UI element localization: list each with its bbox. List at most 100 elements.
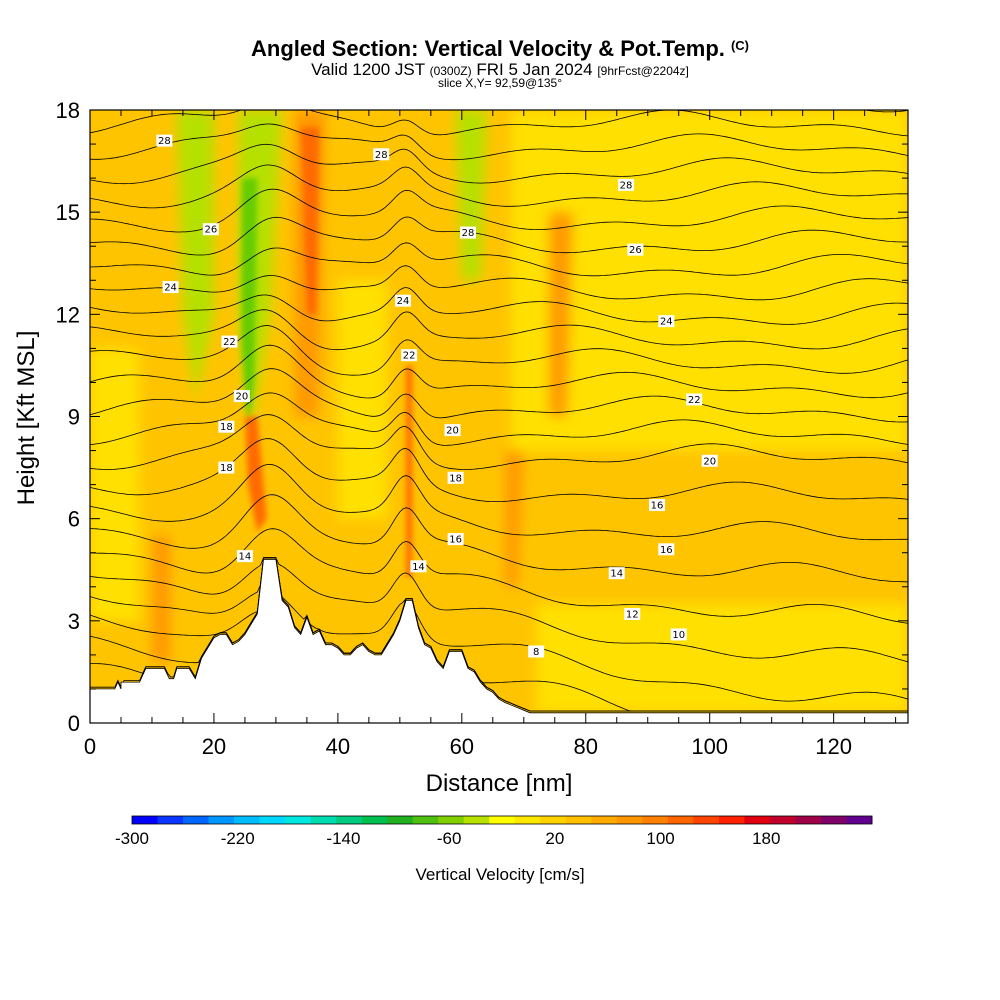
colorbar-swatch [387, 816, 414, 824]
contour-label: 20 [701, 454, 718, 467]
contour-label: 14 [236, 550, 253, 563]
contour-label-text: 24 [164, 283, 177, 294]
colorbar [131, 815, 873, 825]
contour-label-text: 12 [626, 610, 639, 621]
x-tick-label: 80 [574, 734, 598, 759]
contour-label-text: 24 [660, 317, 673, 328]
contour-label: 16 [658, 543, 675, 556]
x-tick-label: 120 [815, 734, 852, 759]
slice-info: slice X,Y= 92,59@135° [437, 76, 563, 90]
contour-label: 26 [202, 223, 219, 236]
isentrope-line [90, 287, 908, 325]
isentrope-line [90, 188, 908, 233]
isentrope-line [90, 110, 908, 137]
isentrope-line [90, 557, 908, 712]
y-axis-title: Height [Kft MSL] [13, 331, 40, 506]
axis-ticks [89, 109, 908, 724]
colorbar-tick-label: -220 [221, 829, 255, 848]
contour-label-text: 8 [533, 647, 539, 658]
contour-label: 28 [373, 148, 390, 161]
y-tick-labels: 0 3 6 9 12 15 18 [56, 98, 80, 736]
contour-label-text: 28 [158, 136, 171, 147]
x-tick-label: 40 [326, 734, 350, 759]
contour-label-text: 18 [449, 473, 462, 484]
forecast-info-text: [9hrFcst@2204z] [597, 64, 689, 78]
isentrope-line [90, 414, 908, 470]
valid-time-line: Valid 1200 JST (0300Z) FRI 5 Jan 2024 [9… [0, 60, 1000, 80]
colorbar-tick-label: -300 [115, 829, 149, 848]
isentrope-line [90, 344, 908, 399]
contour-label: 12 [624, 608, 641, 621]
colorbar-tick-label: 100 [646, 829, 674, 848]
x-tick-label: 100 [691, 734, 728, 759]
isentrope-line [90, 557, 908, 663]
x-tick-label: 60 [450, 734, 474, 759]
isentrope-line [90, 216, 908, 256]
chart-title-text: Angled Section: Vertical Velocity & Pot.… [251, 36, 725, 61]
contour-label: 24 [394, 294, 411, 307]
isentrope-line [90, 528, 908, 624]
contour-label-text: 24 [397, 296, 410, 307]
colorbar-swatch [565, 816, 592, 824]
y-tick-label: 6 [68, 507, 80, 532]
contour-label-text: 28 [620, 180, 633, 191]
y-tick-label: 15 [56, 200, 80, 225]
contour-label: 20 [444, 424, 461, 437]
isentrope-line [90, 557, 908, 702]
contour-label: 14 [410, 560, 427, 573]
contour-label-text: 20 [703, 456, 716, 467]
colorbar-tick-label: -60 [437, 829, 462, 848]
colorbar-swatch [310, 816, 337, 824]
y-tick-label: 9 [68, 405, 80, 430]
isentrope-line [90, 463, 908, 541]
colorbar-frame [131, 815, 873, 825]
isentrope-line [90, 242, 908, 277]
contour-label: 28 [460, 226, 477, 239]
contour-label-text: 18 [220, 422, 233, 433]
contour-label: 24 [658, 315, 675, 328]
x-tick-label: 20 [202, 734, 226, 759]
colorbar-swatch [412, 816, 439, 824]
y-tick-label: 3 [68, 609, 80, 634]
contour-label-text: 16 [449, 535, 462, 546]
colorbar-swatch [132, 816, 158, 824]
isentrope-line [90, 309, 908, 351]
x-tick-labels: 0 20 40 60 80 100 120 [84, 734, 852, 759]
x-axis-title: Distance [nm] [426, 770, 573, 797]
colorbar-swatch [642, 816, 669, 824]
contour-label-text: 26 [204, 225, 217, 236]
contour-label-text: 22 [223, 337, 236, 348]
colorbar-tick-label: -140 [326, 829, 360, 848]
colorbar-swatch [438, 816, 465, 824]
colorbar-swatch [540, 816, 567, 824]
isentrope-line [90, 164, 908, 209]
colorbar-swatch [463, 816, 490, 824]
isentrope-line [90, 368, 908, 423]
colorbar-swatch [489, 816, 516, 824]
colorbar-swatch [693, 816, 720, 824]
contour-label-text: 28 [375, 150, 388, 161]
contour-label: 10 [670, 628, 687, 641]
contour-label-text: 20 [235, 392, 248, 403]
contour-label: 28 [618, 178, 635, 191]
colorbar-swatch [591, 816, 618, 824]
contour-label: 16 [447, 533, 464, 546]
x-tick-label: 0 [84, 734, 96, 759]
isentrope-line [90, 265, 908, 301]
contour-label-text: 14 [239, 552, 252, 563]
copyright-mark: (C) [730, 38, 749, 53]
colorbar-tick-label: 180 [752, 829, 780, 848]
colorbar-swatch [157, 816, 184, 824]
colorbar-swatch [820, 816, 847, 824]
contour-label: 8 [528, 645, 545, 658]
colorbar-swatch [183, 816, 209, 824]
colorbar-swatch [616, 816, 643, 824]
colorbar-swatch [259, 816, 286, 824]
contour-label-text: 10 [672, 630, 685, 641]
contour-label: 26 [627, 243, 644, 256]
colorbar-swatch [336, 816, 363, 824]
y-tick-label: 18 [56, 98, 80, 123]
isentrope-line [90, 123, 908, 161]
contour-label: 24 [162, 281, 179, 294]
contour-label-text: 26 [629, 245, 642, 256]
